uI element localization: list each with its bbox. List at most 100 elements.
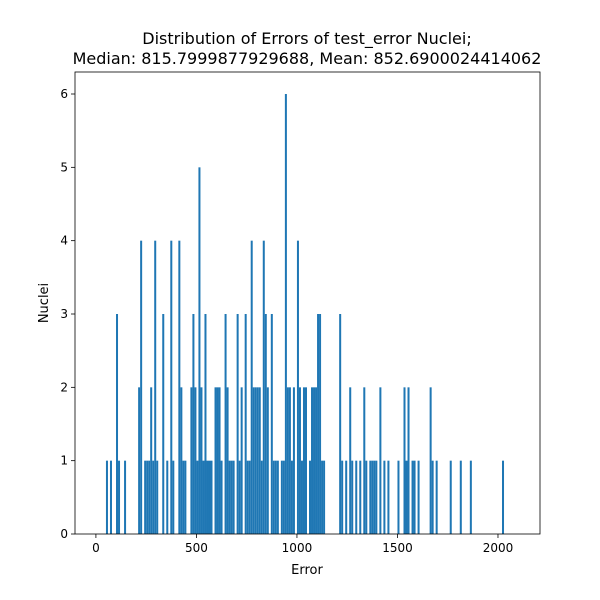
bar	[198, 167, 201, 535]
bar	[365, 460, 368, 534]
y-axis-label: Nuclei	[37, 283, 52, 323]
bar	[214, 387, 217, 534]
bar	[172, 460, 175, 534]
bar	[258, 387, 261, 534]
bar	[405, 460, 408, 534]
bar	[407, 387, 410, 534]
bar	[502, 460, 505, 534]
bar	[124, 460, 127, 534]
bar	[469, 460, 472, 534]
bar	[206, 460, 209, 534]
bar	[403, 387, 406, 534]
bar	[218, 387, 221, 534]
bar	[311, 387, 314, 534]
bar	[429, 387, 432, 534]
bar	[411, 460, 414, 534]
bar	[166, 460, 169, 534]
bar	[146, 460, 149, 534]
bar	[182, 460, 185, 534]
bar	[208, 460, 211, 534]
bar	[313, 387, 316, 534]
bar	[274, 460, 277, 534]
bar	[254, 387, 257, 534]
bar	[228, 460, 231, 534]
bar	[138, 387, 141, 534]
bar	[341, 460, 344, 534]
bar	[355, 460, 358, 534]
bar	[262, 240, 265, 534]
bar	[244, 314, 247, 534]
bar	[170, 240, 173, 534]
bar	[315, 387, 318, 534]
bar	[178, 240, 181, 534]
bar	[302, 387, 305, 534]
bar	[321, 460, 324, 534]
bar	[264, 314, 267, 534]
y-tick-label: 5	[60, 160, 68, 174]
bar	[317, 314, 320, 534]
bar	[431, 460, 434, 534]
bar	[238, 460, 241, 534]
bar	[116, 314, 119, 534]
bar	[200, 387, 203, 534]
bar	[286, 387, 289, 534]
bar	[280, 460, 283, 534]
x-axis-label: Error	[291, 563, 323, 578]
bar	[284, 94, 287, 534]
bar	[224, 314, 227, 534]
bar	[373, 460, 376, 534]
bar	[270, 314, 273, 534]
bar	[144, 460, 147, 534]
bar	[339, 314, 342, 534]
bar	[236, 314, 239, 534]
axes-frame	[74, 71, 541, 535]
bar	[290, 460, 293, 534]
bar	[226, 387, 229, 534]
bar	[349, 387, 352, 534]
chart-title: Distribution of Errors of test_error Nuc…	[142, 29, 471, 49]
bar	[156, 460, 159, 534]
bar	[150, 387, 153, 534]
bar	[397, 460, 400, 534]
y-tick-label: 6	[60, 87, 68, 101]
bar	[202, 460, 205, 534]
bar	[266, 387, 269, 534]
bar	[232, 460, 235, 534]
y-tick-label: 0	[60, 527, 68, 541]
bar	[240, 387, 243, 534]
bar	[371, 460, 374, 534]
bar	[252, 387, 255, 534]
bar	[250, 240, 253, 534]
bar	[105, 460, 108, 534]
bar	[256, 387, 259, 534]
bar	[304, 387, 307, 534]
chart-title: Median: 815.7999877929688, Mean: 852.690…	[73, 49, 542, 68]
bar	[413, 460, 416, 534]
bar	[276, 460, 279, 534]
bar	[118, 460, 121, 534]
bar	[194, 387, 197, 534]
bar	[288, 387, 291, 534]
bar	[140, 240, 143, 534]
bar	[109, 460, 112, 534]
y-tick-label: 2	[60, 380, 68, 394]
x-tick-label: 1000	[282, 541, 313, 555]
bar	[323, 460, 326, 534]
bar	[248, 460, 251, 534]
bar	[369, 460, 372, 534]
x-tick-label: 1500	[382, 541, 413, 555]
bar	[192, 314, 195, 534]
bar	[379, 387, 382, 534]
bar	[216, 387, 219, 534]
bar	[152, 460, 155, 534]
bar	[184, 460, 187, 534]
bar	[196, 460, 199, 534]
x-tick-label: 2000	[483, 541, 514, 555]
bar	[204, 314, 207, 534]
y-tick-label: 3	[60, 307, 68, 321]
bar	[154, 240, 157, 534]
bar	[383, 460, 386, 534]
bar	[220, 460, 223, 534]
y-tick-label: 1	[60, 454, 68, 468]
